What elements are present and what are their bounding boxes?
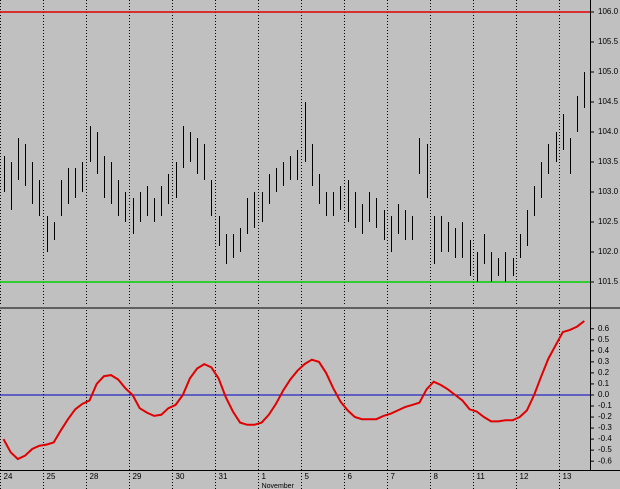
y-tick-label: 0.0 [598, 390, 610, 399]
y-tick-label: 0.6 [598, 324, 610, 333]
x-tick-label: 7 [391, 472, 396, 481]
x-tick-label: 25 [47, 472, 56, 481]
x-tick-label: 29 [133, 472, 142, 481]
y-tick-label: 0.4 [598, 346, 610, 355]
y-tick-label: -0.6 [598, 456, 612, 465]
y-tick-label: 101.5 [598, 277, 619, 286]
y-tick-label: 102.5 [598, 217, 619, 226]
x-tick-label: 28 [90, 472, 99, 481]
y-tick-label: 105.5 [598, 37, 619, 46]
x-tick-label: 1 [262, 472, 267, 481]
y-tick-label: 102.0 [598, 247, 619, 256]
y-tick-label: -0.2 [598, 412, 612, 421]
y-tick-label: 0.3 [598, 357, 610, 366]
x-tick-label: 31 [219, 472, 228, 481]
x-tick-label: 13 [563, 472, 572, 481]
y-tick-label: 0.2 [598, 368, 610, 377]
x-tick-label: 6 [348, 472, 353, 481]
oscillator-line [2, 320, 585, 461]
y-tick-label: 103.5 [598, 157, 619, 166]
x-tick-label: 11 [477, 472, 486, 481]
y-tick-label: 105.0 [598, 67, 619, 76]
x-tick-label: 12 [520, 472, 529, 481]
y-tick-label: 0.1 [598, 379, 610, 388]
y-tick-label: -0.3 [598, 423, 612, 432]
y-tick-label: 103.0 [598, 187, 619, 196]
y-tick-label: 106.0 [598, 7, 619, 16]
y-tick-label: 104.0 [598, 127, 619, 136]
y-tick-label: -0.5 [598, 445, 612, 454]
y-tick-label: -0.4 [598, 434, 612, 443]
x-tick-label: 8 [434, 472, 439, 481]
y-tick-label: 0.5 [598, 335, 610, 344]
y-tick-label: 104.5 [598, 97, 619, 106]
x-tick-label: 30 [176, 472, 185, 481]
x-axis-annotation: November [262, 483, 295, 489]
x-tick-label: 24 [4, 472, 13, 481]
x-tick-label: 5 [305, 472, 310, 481]
y-tick-label: -0.1 [598, 401, 612, 410]
